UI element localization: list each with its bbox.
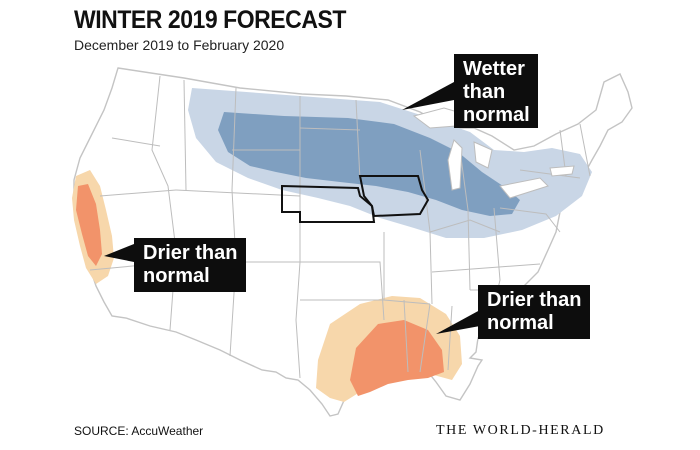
drier-west-line-2: normal (143, 265, 210, 287)
wetter-line-2: than (463, 81, 506, 103)
wetter-pointer (402, 82, 454, 110)
drier-south-label: Drier than normal (478, 285, 590, 339)
wetter-line-3: normal (463, 104, 530, 126)
wetter-region-dark (218, 112, 520, 216)
drier-west-label: Drier than normal (134, 238, 246, 292)
wetter-line-1: Wetter (463, 58, 525, 80)
drier-south-pointer (436, 310, 480, 334)
drier-south-line-2: normal (487, 312, 554, 334)
iowa-outline (358, 175, 430, 218)
wetter-than-normal-label: Wetter than normal (454, 54, 538, 128)
map-title: WINTER 2019 FORECAST (74, 6, 346, 34)
drier-south-line-1: Drier than (487, 289, 582, 311)
drier-west-region-dark (76, 184, 102, 266)
map-subtitle: December 2019 to February 2020 (74, 37, 285, 53)
drier-west-pointer (104, 244, 134, 262)
source-note: SOURCE: AccuWeather (74, 424, 204, 438)
nebraska-outline (281, 184, 376, 223)
publisher-credit: THE WORLD-HERALD (436, 423, 605, 438)
drier-west-line-1: Drier than (143, 242, 238, 264)
drier-south-region-dark (350, 320, 444, 396)
